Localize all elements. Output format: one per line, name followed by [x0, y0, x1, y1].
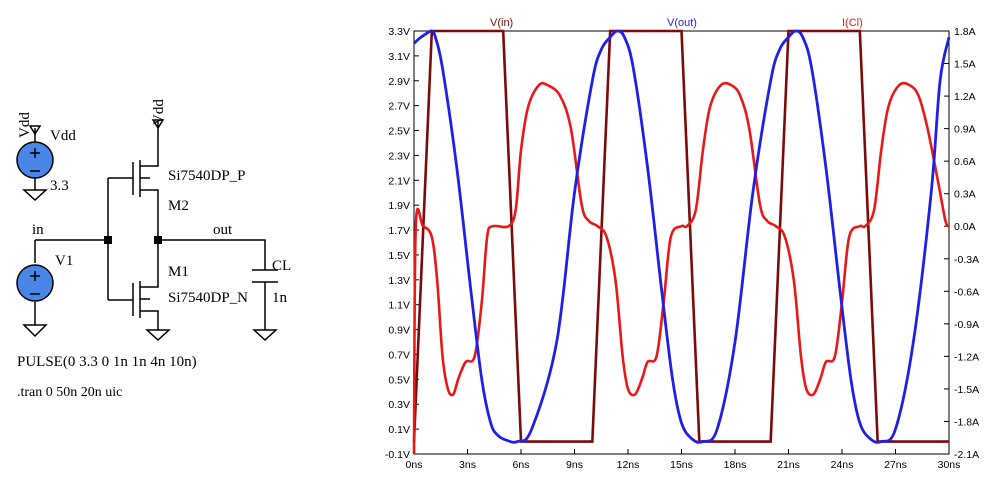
trace-label-icl: I(Cl) — [842, 17, 863, 29]
y-left-tick-label: 3.3V — [388, 26, 410, 38]
cap-value-label: 1n — [272, 290, 288, 306]
out-net-label: out — [213, 222, 233, 238]
vdd-source-name: Vdd — [50, 128, 76, 144]
pmos-model-label: Si7540DP_P — [168, 168, 246, 184]
y-left-tick-label: 0.1V — [388, 424, 410, 436]
x-tick-label: 3ns — [459, 459, 476, 471]
y-right-tick-label: -0.9A — [954, 319, 979, 331]
nmos-ground — [145, 329, 171, 342]
vdd-net-arrow-src — [28, 125, 42, 136]
x-tick-label: 6ns — [513, 459, 530, 471]
y-left-tick-label: 1.9V — [388, 200, 410, 212]
out-wire — [158, 239, 266, 270]
vdd-source-value: 3.3 — [50, 178, 69, 194]
junction-in — [104, 236, 112, 244]
y-right-tick-label: -1.8A — [954, 416, 979, 428]
v1-ground — [22, 324, 48, 338]
y-right-tick-label: 0.0A — [954, 221, 976, 233]
y-left-tick-label: 0.3V — [388, 399, 410, 411]
junction-out — [154, 236, 162, 244]
y-right-tick-label: 0.6A — [954, 156, 976, 168]
y-right-tick-label: 0.3A — [954, 189, 976, 201]
waveform-plot: 0ns 3ns 6ns 9ns 12ns 15ns 18ns 21ns 24ns 27ns 30ns… — [385, 17, 979, 471]
x-tick-label: 24ns — [831, 459, 854, 471]
vdd-net-label-src: Vdd — [17, 112, 33, 138]
v1-name-label: V1 — [55, 253, 73, 269]
y-left-tick-label: 0.7V — [388, 349, 410, 361]
y-right-tick-label: 1.5A — [954, 59, 976, 71]
y-right-tick-label: -2.1A — [954, 449, 979, 461]
vdd-net-label: Vdd — [151, 99, 167, 125]
y-left-tick-label: 2.3V — [388, 150, 410, 162]
vdd-source-symbol — [16, 141, 54, 179]
y-left-tick-label: 2.9V — [388, 76, 410, 88]
y-left-tick-label: 2.1V — [388, 175, 410, 187]
x-tick-label: 9ns — [566, 459, 583, 471]
x-tick-label: 27ns — [884, 459, 907, 471]
pmos-drain — [140, 122, 159, 167]
in-net-label: in — [32, 222, 44, 238]
trace-vout — [413, 29, 951, 444]
plot-frame — [413, 30, 950, 455]
traces — [412, 29, 951, 455]
y-right-tick-label: 1.2A — [954, 91, 976, 103]
y-left-tick-label: 1.3V — [388, 275, 410, 287]
cap-name-label: CL — [272, 258, 291, 274]
vdd-source-ground — [22, 189, 48, 202]
y-left-tick-label: 1.7V — [388, 225, 410, 237]
nmos-drain — [140, 240, 159, 288]
tran-directive: .tran 0 50n 20n uic — [17, 385, 122, 400]
pulse-directive: PULSE(0 3.3 0 1n 1n 4n 10n) — [17, 354, 197, 370]
v1-source-symbol — [16, 264, 54, 302]
trace-label-vin: V(in) — [490, 17, 513, 29]
y-left-tick-label: 0.5V — [388, 374, 410, 386]
x-tick-label: 30ns — [938, 459, 961, 471]
cap-ground — [252, 329, 278, 342]
y-left-tick-label: 0.9V — [388, 325, 410, 337]
pmos-source — [140, 189, 159, 240]
y-left-tick-label: 1.5V — [388, 250, 410, 262]
y-left-tick-label: 2.7V — [388, 101, 410, 113]
x-tick-label: 15ns — [670, 459, 693, 471]
y-right-tick-label: -0.3A — [954, 254, 979, 266]
vdd-net-arrow — [151, 119, 165, 130]
axis-ticks: 0ns 3ns 6ns 9ns 12ns 15ns 18ns 21ns 24ns 27ns 30ns… — [385, 26, 979, 471]
trace-vin — [412, 29, 949, 443]
nmos-model-label: Si7540DP_N — [168, 290, 248, 306]
nmos-name-label: M1 — [168, 264, 189, 280]
v1-plus-sign — [30, 271, 40, 281]
nmos-source — [140, 310, 159, 330]
y-left-tick-label: 2.5V — [388, 126, 410, 138]
x-tick-label: 21ns — [777, 459, 800, 471]
trace-label-vout: V(out) — [667, 17, 697, 29]
circuit-schematic: Vdd Vdd 3.3 Vdd Si7540DP_P M2 in out V1 … — [16, 99, 291, 400]
y-right-tick-label: 0.9A — [954, 124, 976, 136]
y-left-tick-label: 1.1V — [388, 300, 410, 312]
x-tick-label: 18ns — [724, 459, 747, 471]
y-right-tick-label: -1.5A — [954, 384, 979, 396]
y-right-tick-label: -0.6A — [954, 286, 979, 298]
y-right-tick-label: -1.2A — [954, 351, 979, 363]
vdd-plus-sign — [30, 148, 40, 158]
schematic-wires — [22, 119, 278, 342]
trace-icl — [412, 81, 951, 455]
x-tick-label: 0ns — [406, 459, 423, 471]
y-left-tick-label: -0.1V — [385, 449, 410, 461]
y-right-tick-label: 1.8A — [954, 26, 976, 38]
pmos-name-label: M2 — [168, 198, 189, 214]
x-tick-label: 12ns — [617, 459, 640, 471]
y-left-tick-label: 3.1V — [388, 51, 410, 63]
